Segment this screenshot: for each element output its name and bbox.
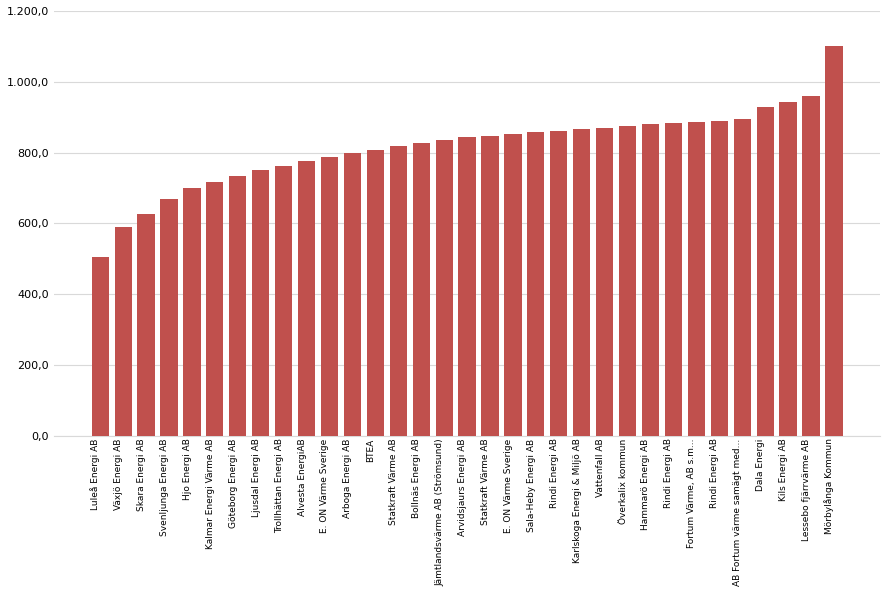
- Bar: [526, 132, 544, 436]
- Bar: [206, 181, 223, 436]
- Bar: [641, 124, 658, 436]
- Bar: [435, 140, 452, 436]
- Bar: [114, 227, 132, 436]
- Bar: [412, 144, 430, 436]
- Bar: [779, 102, 796, 436]
- Bar: [481, 136, 498, 436]
- Bar: [298, 161, 315, 436]
- Bar: [756, 107, 773, 436]
- Bar: [183, 188, 200, 436]
- Bar: [733, 119, 750, 436]
- Bar: [710, 120, 727, 436]
- Bar: [389, 146, 407, 436]
- Bar: [824, 46, 842, 436]
- Bar: [504, 134, 521, 436]
- Bar: [595, 127, 612, 436]
- Bar: [275, 166, 291, 436]
- Bar: [549, 130, 567, 436]
- Bar: [366, 149, 384, 436]
- Bar: [160, 199, 177, 436]
- Bar: [458, 138, 475, 436]
- Bar: [137, 215, 154, 436]
- Bar: [664, 123, 681, 436]
- Bar: [344, 153, 361, 436]
- Bar: [91, 257, 109, 436]
- Bar: [321, 157, 338, 436]
- Bar: [802, 96, 819, 436]
- Bar: [572, 129, 589, 436]
- Bar: [252, 170, 269, 436]
- Bar: [229, 176, 246, 436]
- Bar: [687, 122, 704, 436]
- Bar: [618, 126, 635, 436]
